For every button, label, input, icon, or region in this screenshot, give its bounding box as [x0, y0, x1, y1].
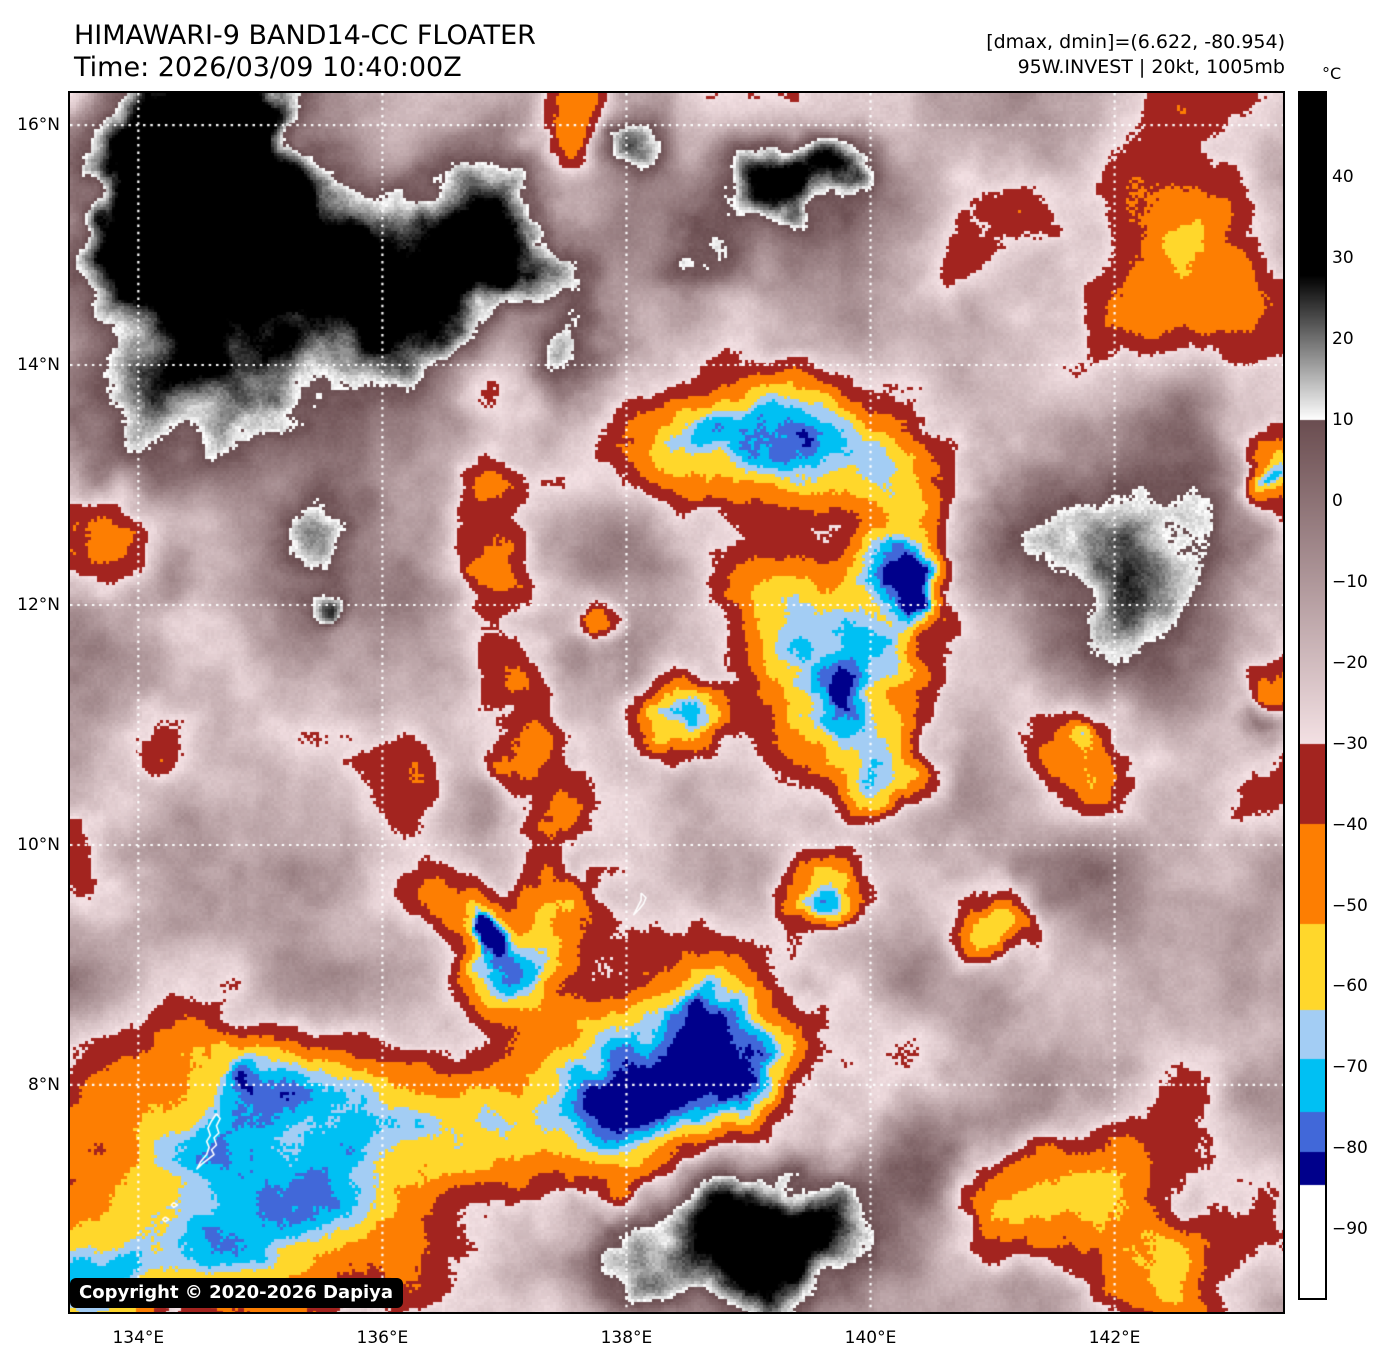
colorbar-tick-label: −70 [1332, 1057, 1368, 1078]
colorbar-tick-label: −90 [1332, 1219, 1368, 1240]
colorbar-tick-label: 20 [1332, 329, 1354, 350]
colorbar-canvas [1300, 93, 1325, 1298]
colorbar-tick-label: −80 [1332, 1138, 1368, 1159]
colorbar-tick-label: −20 [1332, 652, 1368, 673]
lat-tick-label: 10°N [17, 834, 60, 855]
colorbar-tick-label: −40 [1332, 814, 1368, 835]
colorbar-tick-label: 0 [1332, 490, 1343, 511]
lat-tick-label: 12°N [17, 595, 60, 615]
colorbar-tick-label: −50 [1332, 895, 1368, 916]
satellite-image-canvas [70, 93, 1283, 1312]
colorbar-tick-label: −10 [1332, 571, 1368, 592]
lon-tick-label: 140°E [844, 1328, 897, 1348]
lat-tick-label: 16°N [17, 115, 60, 136]
lon-tick-label: 136°E [356, 1328, 409, 1348]
lat-tick-label: 14°N [17, 355, 60, 376]
colorbar-frame [1298, 91, 1327, 1300]
lon-tick-label: 138°E [600, 1328, 653, 1348]
page-title: HIMAWARI-9 BAND14-CC FLOATER [74, 20, 536, 51]
colorbar-tick-label: 30 [1332, 248, 1354, 269]
colorbar-tick-label: 40 [1332, 167, 1354, 188]
copyright-badge: Copyright © 2020-2026 Dapiya [70, 1278, 404, 1308]
storm-info-annotation: 95W.INVEST | 20kt, 1005mb [1017, 56, 1285, 78]
celsius-unit-label: °C [1322, 64, 1342, 83]
satellite-map-frame: Copyright © 2020-2026 Dapiya [68, 91, 1285, 1314]
colorbar-tick-label: 10 [1332, 409, 1354, 430]
time-subtitle: Time: 2026/03/09 10:40:00Z [74, 52, 462, 83]
dmax-dmin-annotation: [dmax, dmin]=(6.622, -80.954) [986, 31, 1285, 53]
lon-tick-label: 142°E [1088, 1328, 1141, 1348]
lon-tick-label: 134°E [112, 1328, 165, 1348]
colorbar-tick-label: −30 [1332, 733, 1368, 754]
colorbar-tick-label: −60 [1332, 976, 1368, 997]
lat-tick-label: 8°N [27, 1074, 60, 1095]
